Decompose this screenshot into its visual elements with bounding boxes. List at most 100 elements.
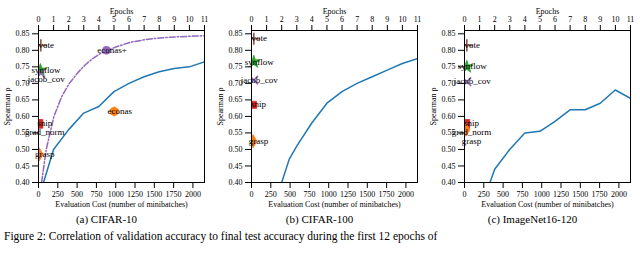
svg-text:0.80: 0.80 — [229, 46, 243, 55]
svg-text:1000: 1000 — [321, 190, 337, 199]
svg-text:0.65: 0.65 — [16, 95, 30, 104]
svg-text:1500: 1500 — [146, 190, 162, 199]
svg-text:1500: 1500 — [359, 190, 375, 199]
svg-text:econas: econas — [107, 106, 132, 116]
svg-text:0.80: 0.80 — [16, 46, 30, 55]
svg-text:8: 8 — [370, 15, 374, 24]
svg-text:500: 500 — [497, 190, 509, 199]
svg-text:0.45: 0.45 — [442, 162, 456, 171]
svg-text:0.60: 0.60 — [229, 112, 243, 121]
svg-text:0.60: 0.60 — [16, 112, 30, 121]
svg-text:vote: vote — [252, 33, 268, 43]
svg-text:2: 2 — [493, 15, 497, 24]
svg-text:10: 10 — [611, 15, 619, 24]
svg-text:Spearman ρ: Spearman ρ — [3, 88, 12, 126]
svg-text:9: 9 — [385, 15, 389, 24]
svg-text:0.45: 0.45 — [229, 162, 243, 171]
svg-text:0.75: 0.75 — [16, 62, 30, 71]
svg-text:1: 1 — [478, 15, 482, 24]
svg-text:0.65: 0.65 — [442, 95, 456, 104]
svg-text:0: 0 — [463, 15, 467, 24]
svg-text:4: 4 — [310, 15, 314, 24]
svg-text:Spearman ρ: Spearman ρ — [216, 88, 225, 126]
svg-text:7: 7 — [568, 15, 572, 24]
svg-text:jacob_cov: jacob_cov — [27, 74, 65, 84]
svg-text:jacob_cov: jacob_cov — [240, 75, 278, 85]
svg-text:snip: snip — [251, 99, 267, 109]
svg-text:0.50: 0.50 — [16, 145, 30, 154]
svg-text:750: 750 — [90, 190, 102, 199]
svg-text:0.50: 0.50 — [229, 145, 243, 154]
svg-text:750: 750 — [303, 190, 315, 199]
svg-text:7: 7 — [142, 15, 146, 24]
svg-text:jacob_cov: jacob_cov — [453, 76, 491, 86]
svg-text:vote: vote — [465, 40, 481, 50]
svg-text:1: 1 — [265, 15, 269, 24]
svg-text:grasp: grasp — [462, 136, 482, 146]
svg-text:1000: 1000 — [534, 190, 550, 199]
svg-text:250: 250 — [265, 190, 277, 199]
svg-text:750: 750 — [516, 190, 528, 199]
svg-text:econas+: econas+ — [97, 45, 127, 55]
svg-text:8: 8 — [583, 15, 587, 24]
svg-text:9: 9 — [598, 15, 602, 24]
svg-text:2000: 2000 — [185, 190, 201, 199]
svg-text:0.60: 0.60 — [442, 112, 456, 121]
svg-text:grasp: grasp — [35, 149, 55, 159]
svg-text:10: 10 — [185, 15, 193, 24]
svg-text:0: 0 — [463, 190, 467, 199]
svg-text:vote: vote — [39, 40, 55, 50]
svg-text:0: 0 — [250, 15, 254, 24]
svg-text:synflow: synflow — [458, 61, 488, 71]
svg-text:4: 4 — [523, 15, 527, 24]
svg-text:0.85: 0.85 — [229, 29, 243, 38]
svg-text:0.50: 0.50 — [442, 145, 456, 154]
svg-text:grasp: grasp — [249, 136, 269, 146]
svg-text:Evaluation Cost (number of min: Evaluation Cost (number of minibatches) — [268, 200, 401, 209]
svg-text:3: 3 — [295, 15, 299, 24]
svg-text:2: 2 — [280, 15, 284, 24]
svg-text:11: 11 — [627, 15, 635, 24]
svg-text:0.85: 0.85 — [16, 29, 30, 38]
svg-text:0: 0 — [37, 15, 41, 24]
svg-text:0: 0 — [37, 190, 41, 199]
svg-text:0.75: 0.75 — [229, 62, 243, 71]
svg-text:11: 11 — [201, 15, 209, 24]
svg-text:0.40: 0.40 — [16, 178, 30, 187]
svg-text:10: 10 — [398, 15, 406, 24]
svg-text:0: 0 — [250, 190, 254, 199]
svg-text:3: 3 — [508, 15, 512, 24]
svg-text:Spearman ρ: Spearman ρ — [429, 88, 438, 126]
svg-text:250: 250 — [52, 190, 64, 199]
svg-text:Epochs: Epochs — [110, 7, 134, 16]
svg-text:500: 500 — [71, 190, 83, 199]
svg-text:4: 4 — [97, 15, 101, 24]
svg-text:2: 2 — [67, 15, 71, 24]
svg-text:7: 7 — [355, 15, 359, 24]
svg-text:1750: 1750 — [592, 190, 608, 199]
svg-text:0.65: 0.65 — [229, 95, 243, 104]
svg-text:1500: 1500 — [572, 190, 588, 199]
svg-text:0.75: 0.75 — [442, 62, 456, 71]
svg-text:Evaluation Cost (number of min: Evaluation Cost (number of minibatches) — [55, 200, 188, 209]
svg-text:250: 250 — [478, 190, 490, 199]
svg-text:1: 1 — [52, 15, 56, 24]
svg-text:1750: 1750 — [379, 190, 395, 199]
svg-text:0.45: 0.45 — [16, 162, 30, 171]
svg-text:synflow: synflow — [245, 57, 275, 67]
svg-text:Epochs: Epochs — [536, 7, 560, 16]
svg-text:11: 11 — [414, 15, 422, 24]
svg-text:9: 9 — [172, 15, 176, 24]
svg-text:0.40: 0.40 — [229, 178, 243, 187]
svg-text:1250: 1250 — [127, 190, 143, 199]
svg-text:Epochs: Epochs — [323, 7, 347, 16]
svg-text:1250: 1250 — [553, 190, 569, 199]
svg-text:8: 8 — [157, 15, 161, 24]
svg-text:0.80: 0.80 — [442, 46, 456, 55]
svg-text:0.40: 0.40 — [442, 178, 456, 187]
svg-text:0.55: 0.55 — [229, 128, 243, 137]
svg-text:grad_norm: grad_norm — [25, 127, 65, 137]
svg-text:Evaluation Cost (number of min: Evaluation Cost (number of minibatches) — [481, 200, 614, 209]
svg-text:2000: 2000 — [398, 190, 414, 199]
svg-text:0.85: 0.85 — [442, 29, 456, 38]
